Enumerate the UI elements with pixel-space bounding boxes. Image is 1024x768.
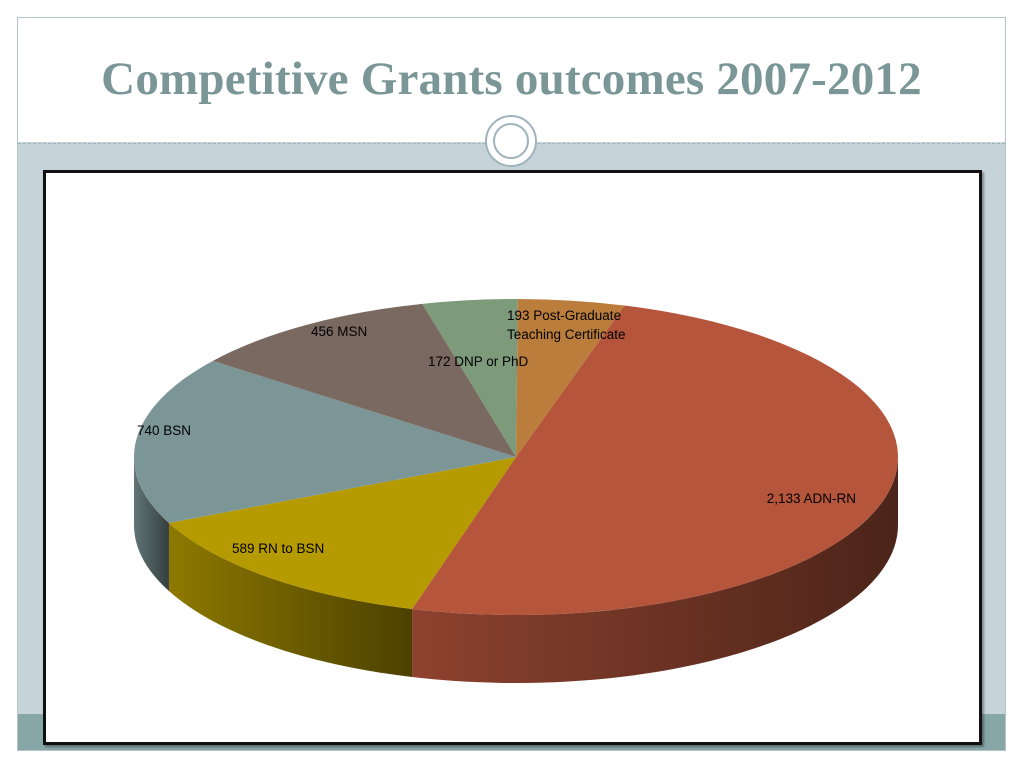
- pie-slice-172-dnp-or-phd: [422, 299, 518, 457]
- pie-slice-456-msn: [212, 303, 516, 457]
- slice-label-589-rn-to-bsn: 589 RN to BSN: [232, 541, 324, 556]
- slice-label-2-133-adn-rn: 2,133 ADN-RN: [767, 491, 856, 506]
- circle-ornament-inner: [493, 123, 529, 159]
- slice-label-456-msn: 456 MSN: [311, 324, 367, 339]
- pie-slice-589-rn-to-bsn: [168, 457, 516, 610]
- pie-chart-svg: 2,133 ADN-RN 589 RN to BSN 740 BSN 456 MSN 1…: [134, 299, 899, 683]
- pie-sides: [134, 457, 898, 683]
- pie-tops: [134, 299, 899, 616]
- pie-slice-2-133-adn-rn: [412, 305, 899, 616]
- slice-label-193-post-graduate-teaching-certificate: 193 Post-Graduate Teaching Certificate: [507, 308, 626, 342]
- pie-slice-740-bsn: [134, 360, 516, 524]
- pie-labels: 2,133 ADN-RN 589 RN to BSN 740 BSN 456 MSN 1…: [137, 308, 856, 556]
- pie-chart: 2,133 ADN-RN 589 RN to BSN 740 BSN 456 MSN 1…: [43, 170, 982, 745]
- pie-side-740-bsn: [134, 457, 169, 592]
- slice-label-740-bsn: 740 BSN: [137, 423, 191, 438]
- slice-label-172-dnp-or-phd: 172 DNP or PhD: [428, 354, 529, 369]
- pie-side-2-133-adn-rn: [412, 457, 898, 683]
- pie-side-589-rn-to-bsn: [168, 523, 413, 678]
- circle-ornament-icon: [485, 115, 537, 167]
- slide-title: Competitive Grants outcomes 2007-2012: [101, 53, 922, 105]
- pie-slice-193-post-graduate-teaching-certificate: [516, 299, 625, 457]
